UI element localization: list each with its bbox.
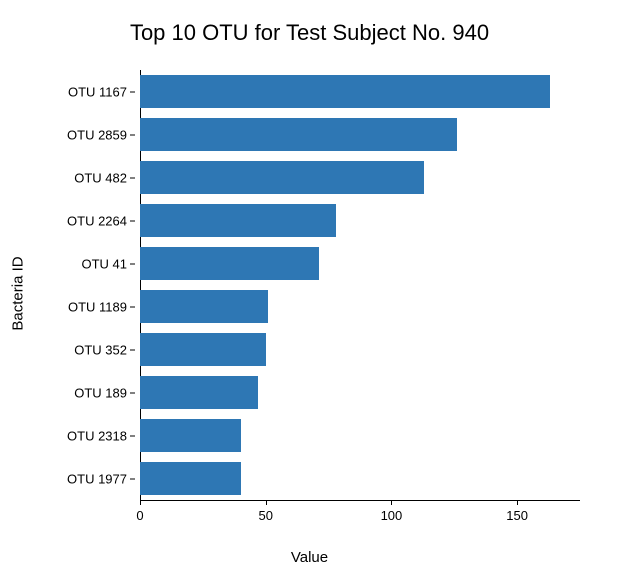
y-tick-mark (130, 177, 135, 178)
bar (140, 75, 550, 107)
bar (140, 161, 424, 193)
x-tick-mark (391, 500, 392, 505)
x-tick-label: 100 (381, 508, 403, 523)
bar (140, 419, 241, 451)
x-tick-mark (517, 500, 518, 505)
y-tick-mark (130, 91, 135, 92)
y-tick-label: OTU 1189 (68, 299, 127, 314)
y-tick-label: OTU 2264 (67, 213, 127, 228)
y-tick-label: OTU 1977 (67, 471, 127, 486)
chart-title: Top 10 OTU for Test Subject No. 940 (0, 20, 619, 46)
bar (140, 290, 268, 322)
y-tick-mark (130, 263, 135, 264)
y-tick-label: OTU 189 (74, 385, 127, 400)
x-axis-labels: 050100150 (140, 500, 580, 540)
bars-group (140, 70, 580, 500)
x-axis-title: Value (0, 549, 619, 566)
y-tick-mark (130, 435, 135, 436)
x-tick-label: 0 (136, 508, 143, 523)
plot-area (140, 70, 580, 500)
y-tick-label: OTU 2318 (67, 428, 127, 443)
y-tick-mark (130, 392, 135, 393)
y-tick-mark (130, 306, 135, 307)
x-tick-mark (140, 500, 141, 505)
y-tick-mark (130, 220, 135, 221)
y-tick-label: OTU 2859 (67, 127, 127, 142)
y-tick-mark (130, 349, 135, 350)
bar (140, 462, 241, 494)
x-tick-label: 150 (506, 508, 528, 523)
x-tick-mark (266, 500, 267, 505)
bar (140, 376, 258, 408)
y-tick-label: OTU 41 (81, 256, 127, 271)
bar (140, 118, 457, 150)
y-tick-label: OTU 1167 (68, 84, 127, 99)
y-tick-mark (130, 478, 135, 479)
y-tick-label: OTU 352 (74, 342, 127, 357)
chart-container: Top 10 OTU for Test Subject No. 940 Bact… (0, 0, 619, 582)
bar (140, 204, 336, 236)
y-axis-labels: OTU 1167 OTU 2859 OTU 482 OTU 2264 OTU 41 OTU… (0, 70, 135, 500)
y-tick-mark (130, 134, 135, 135)
y-tick-label: OTU 482 (74, 170, 127, 185)
bar (140, 333, 266, 365)
x-tick-label: 50 (258, 508, 272, 523)
bar (140, 247, 319, 279)
